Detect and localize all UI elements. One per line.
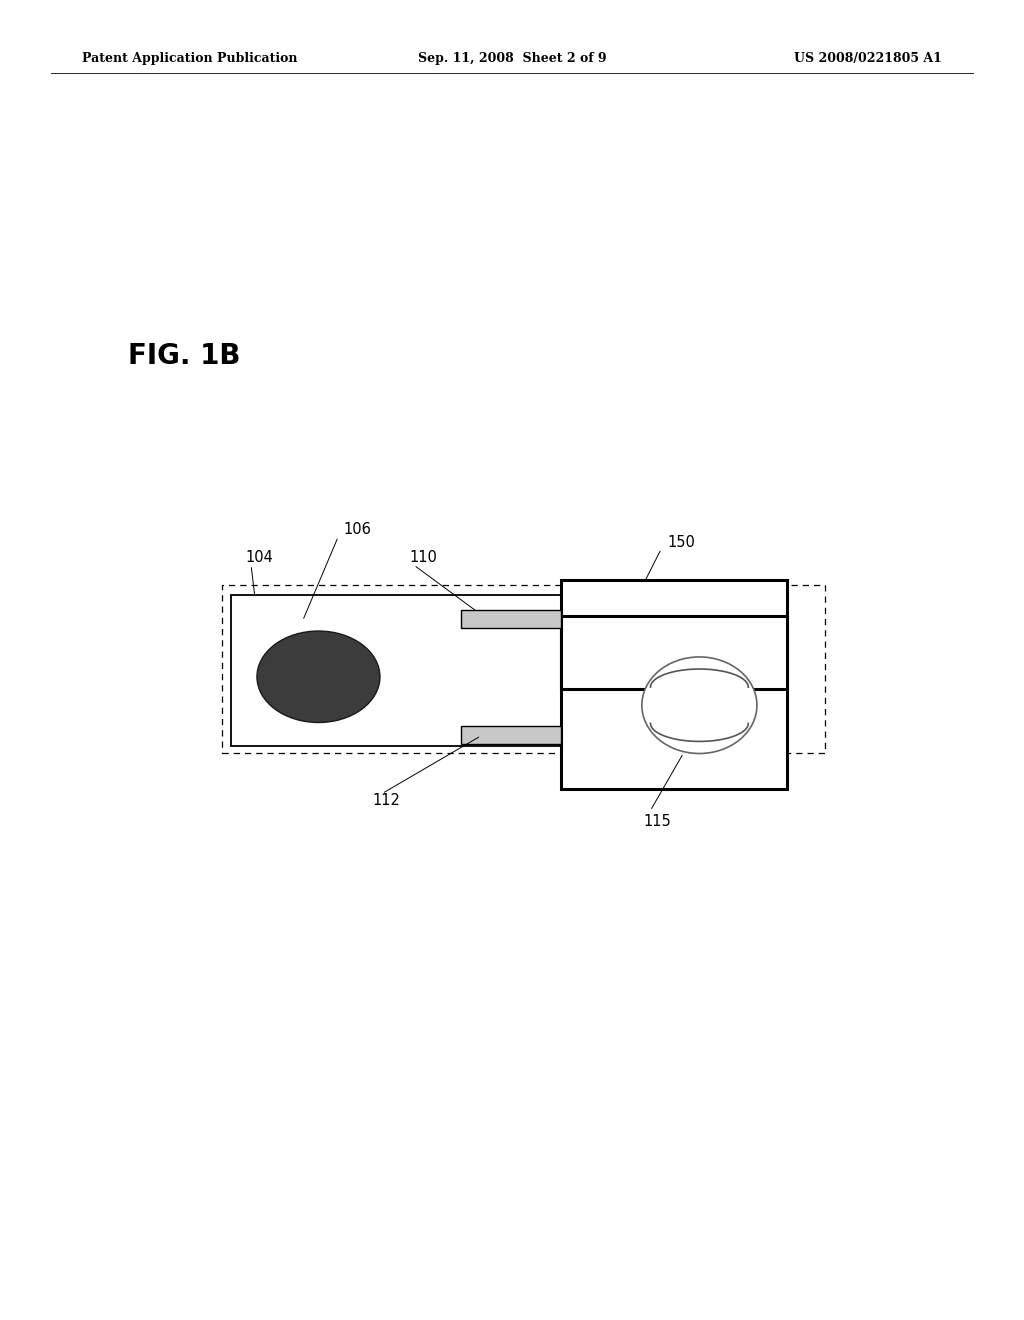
Bar [461,610,560,628]
Bar [231,595,560,746]
Bar [560,615,786,689]
Text: 150: 150 [668,535,695,550]
Text: Sep. 11, 2008  Sheet 2 of 9: Sep. 11, 2008 Sheet 2 of 9 [418,51,606,65]
Ellipse shape [642,657,757,754]
Bar [461,726,560,744]
Text: 115: 115 [644,813,672,829]
Text: US 2008/0221805 A1: US 2008/0221805 A1 [795,51,942,65]
Text: 104: 104 [246,550,273,565]
Bar [221,585,824,752]
Text: Patent Application Publication: Patent Application Publication [82,51,297,65]
Text: 106: 106 [344,521,372,537]
Text: FIG. 1B: FIG. 1B [128,342,241,371]
Text: 110: 110 [410,550,437,565]
Ellipse shape [257,631,380,722]
Text: 112: 112 [373,793,400,808]
Bar [560,581,786,788]
